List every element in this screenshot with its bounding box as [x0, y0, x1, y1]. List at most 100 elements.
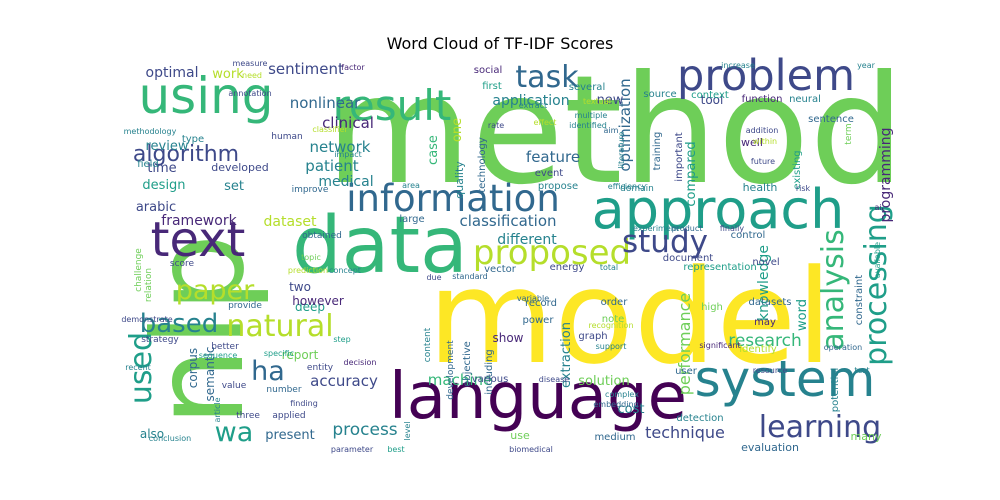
- word-feature: feature: [526, 148, 580, 166]
- word-health: health: [743, 181, 778, 194]
- word-also: also: [140, 427, 164, 441]
- word-number: number: [266, 385, 301, 395]
- word-event: event: [535, 168, 564, 179]
- word-patient: patient: [305, 157, 358, 175]
- word-large: large: [399, 214, 424, 225]
- word-review: review: [146, 139, 189, 154]
- word-within: within: [753, 137, 777, 146]
- word-biomedical: biomedical: [509, 445, 553, 454]
- chart-title: Word Cloud of TF-IDF Scores: [386, 34, 614, 53]
- word-impact: impact: [334, 150, 362, 159]
- word-work: work: [212, 67, 244, 82]
- word-textual: textual: [583, 97, 611, 106]
- word-operation: operation: [824, 343, 862, 352]
- word-ha: ha: [251, 356, 285, 387]
- word-relation: relation: [144, 268, 154, 302]
- word-classification: classification: [459, 212, 556, 230]
- word-factor: factor: [341, 63, 365, 72]
- word-accuracy: accuracy: [310, 372, 378, 390]
- word-novel: novel: [752, 257, 779, 268]
- word-including: including: [484, 349, 495, 395]
- word-resource: resource: [753, 366, 788, 375]
- word-research: research: [728, 331, 802, 351]
- word-propose: propose: [538, 181, 578, 192]
- word-energy: energy: [550, 262, 585, 273]
- word-learning: learning: [759, 410, 881, 445]
- word-approach: approach: [592, 178, 845, 241]
- word-nlp: nlp: [127, 233, 272, 426]
- word-multiple: multiple: [575, 111, 608, 120]
- word-literature: literature: [617, 131, 626, 168]
- word-high: high: [701, 302, 723, 313]
- word-extraction: extraction: [559, 322, 574, 388]
- word-neural: neural: [789, 94, 821, 105]
- word-clinical: clinical: [322, 114, 374, 132]
- word-sentence: sentence: [808, 114, 854, 125]
- word-potential: potential: [830, 368, 841, 412]
- word-however: however: [292, 294, 344, 308]
- word-demonstrate: demonstrate: [121, 315, 172, 324]
- word-medium: medium: [594, 432, 635, 443]
- word-obtained: obtained: [302, 231, 342, 241]
- word-algorithm: algorithm: [133, 142, 239, 167]
- word-result: result: [333, 81, 452, 130]
- word-knowledge: knowledge: [756, 245, 772, 321]
- word-set: set: [224, 179, 244, 194]
- word-evaluation: evaluation: [741, 441, 799, 454]
- word-due: due: [426, 273, 441, 282]
- word-human: human: [271, 132, 302, 142]
- word-cost: cost: [618, 402, 645, 417]
- word-process: process: [332, 420, 397, 440]
- word-support: support: [596, 342, 627, 351]
- word-disease: disease: [539, 375, 569, 384]
- word-data: data: [292, 201, 468, 291]
- word-analysis: analysis: [816, 229, 851, 350]
- word-conclusion: conclusion: [149, 434, 191, 443]
- word-wa: wa: [215, 417, 254, 448]
- word-step: step: [333, 335, 350, 344]
- word-arabic: arabic: [136, 200, 176, 215]
- word-recent: recent: [125, 363, 151, 372]
- word-control: control: [731, 230, 766, 241]
- word-technology: technology: [477, 137, 488, 193]
- word-method: method: [325, 44, 904, 218]
- word-study: study: [622, 224, 708, 260]
- word-methodology: methodology: [124, 127, 177, 136]
- word-two: two: [289, 280, 311, 294]
- word-existing: existing: [792, 150, 803, 189]
- word-specific: specific: [264, 349, 294, 358]
- word-several: several: [569, 82, 605, 93]
- word-aim: aim: [604, 126, 619, 135]
- word-show: show: [492, 331, 523, 345]
- word-need: need: [242, 71, 262, 80]
- word-dataset: dataset: [264, 214, 317, 230]
- word-paper: paper: [176, 275, 255, 306]
- word-may: may: [754, 317, 776, 328]
- word-medical: medical: [318, 174, 373, 190]
- word-experiment: experiment: [633, 224, 679, 233]
- word-record: record: [525, 298, 557, 309]
- word-training: training: [652, 132, 663, 171]
- word-content: content: [423, 327, 433, 362]
- word-embedding: embedding: [593, 400, 638, 409]
- word-case: case: [426, 135, 441, 165]
- word-complex: complex: [605, 390, 639, 399]
- word-improve: improve: [292, 185, 329, 195]
- word-language: language: [389, 360, 687, 434]
- word-better: better: [211, 342, 239, 352]
- word-rate: rate: [488, 121, 504, 130]
- word-entity: entity: [307, 363, 334, 373]
- word-representation: representation: [683, 262, 756, 273]
- word-optimization: optimization: [616, 78, 634, 171]
- word-programming: programming: [878, 127, 894, 222]
- word-nonlinear: nonlinear: [290, 94, 361, 112]
- word-developed: developed: [211, 161, 269, 174]
- word-parameter: parameter: [331, 445, 374, 454]
- word-time: time: [147, 161, 176, 176]
- word-score: score: [170, 259, 195, 269]
- word-article: article: [213, 397, 222, 422]
- word-social: social: [474, 65, 503, 76]
- word-identify: identify: [739, 344, 777, 355]
- word-applied: applied: [272, 411, 305, 421]
